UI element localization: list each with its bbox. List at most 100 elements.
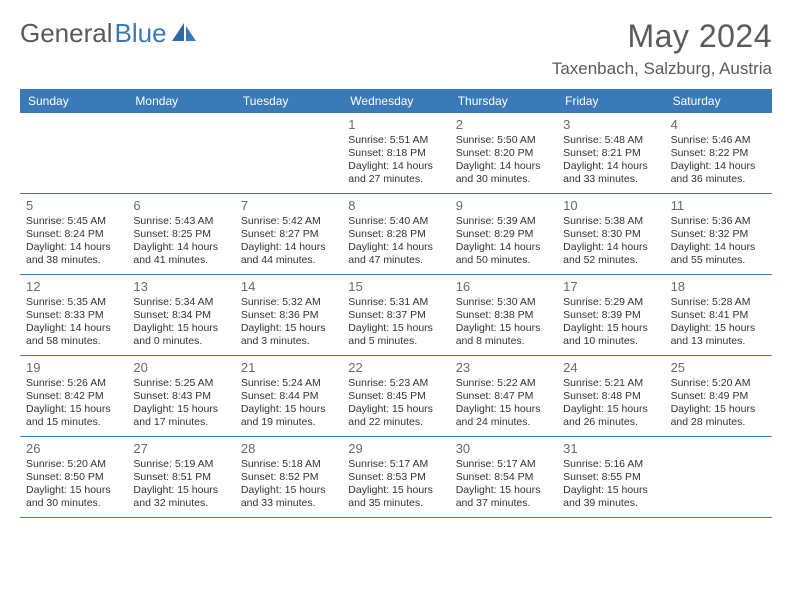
sunrise-line: Sunrise: 5:18 AM bbox=[241, 458, 336, 471]
daylight-line2: and 55 minutes. bbox=[671, 254, 766, 267]
daylight-line1: Daylight: 15 hours bbox=[456, 484, 551, 497]
day-number: 12 bbox=[26, 279, 121, 294]
sunrise-line: Sunrise: 5:42 AM bbox=[241, 215, 336, 228]
daylight-line1: Daylight: 14 hours bbox=[456, 160, 551, 173]
day-number: 18 bbox=[671, 279, 766, 294]
day-number: 15 bbox=[348, 279, 443, 294]
sunset-line: Sunset: 8:36 PM bbox=[241, 309, 336, 322]
day-number: 29 bbox=[348, 441, 443, 456]
sunset-line: Sunset: 8:34 PM bbox=[133, 309, 228, 322]
daylight-line2: and 33 minutes. bbox=[563, 173, 658, 186]
daylight-line1: Daylight: 15 hours bbox=[133, 403, 228, 416]
day-number: 11 bbox=[671, 198, 766, 213]
day-cell: 31Sunrise: 5:16 AMSunset: 8:55 PMDayligh… bbox=[557, 437, 664, 517]
daylight-line2: and 28 minutes. bbox=[671, 416, 766, 429]
sunset-line: Sunset: 8:47 PM bbox=[456, 390, 551, 403]
day-cell: 2Sunrise: 5:50 AMSunset: 8:20 PMDaylight… bbox=[450, 113, 557, 193]
weekday-header: Sunday bbox=[20, 89, 127, 113]
day-cell: 4Sunrise: 5:46 AMSunset: 8:22 PMDaylight… bbox=[665, 113, 772, 193]
day-number: 5 bbox=[26, 198, 121, 213]
day-cell bbox=[665, 437, 772, 517]
daylight-line2: and 30 minutes. bbox=[26, 497, 121, 510]
sunset-line: Sunset: 8:20 PM bbox=[456, 147, 551, 160]
weekday-header: Monday bbox=[127, 89, 234, 113]
sunset-line: Sunset: 8:32 PM bbox=[671, 228, 766, 241]
daylight-line2: and 24 minutes. bbox=[456, 416, 551, 429]
sunrise-line: Sunrise: 5:28 AM bbox=[671, 296, 766, 309]
daylight-line2: and 36 minutes. bbox=[671, 173, 766, 186]
daylight-line2: and 5 minutes. bbox=[348, 335, 443, 348]
sunset-line: Sunset: 8:41 PM bbox=[671, 309, 766, 322]
sunset-line: Sunset: 8:18 PM bbox=[348, 147, 443, 160]
day-cell: 18Sunrise: 5:28 AMSunset: 8:41 PMDayligh… bbox=[665, 275, 772, 355]
daylight-line1: Daylight: 15 hours bbox=[241, 403, 336, 416]
weekday-header: Friday bbox=[557, 89, 664, 113]
daylight-line1: Daylight: 15 hours bbox=[563, 403, 658, 416]
day-number: 28 bbox=[241, 441, 336, 456]
sunset-line: Sunset: 8:42 PM bbox=[26, 390, 121, 403]
sunset-line: Sunset: 8:38 PM bbox=[456, 309, 551, 322]
sunrise-line: Sunrise: 5:30 AM bbox=[456, 296, 551, 309]
week-row: 26Sunrise: 5:20 AMSunset: 8:50 PMDayligh… bbox=[20, 437, 772, 518]
daylight-line1: Daylight: 15 hours bbox=[671, 403, 766, 416]
sunrise-line: Sunrise: 5:16 AM bbox=[563, 458, 658, 471]
daylight-line2: and 0 minutes. bbox=[133, 335, 228, 348]
daylight-line1: Daylight: 15 hours bbox=[456, 403, 551, 416]
sunset-line: Sunset: 8:28 PM bbox=[348, 228, 443, 241]
sunset-line: Sunset: 8:55 PM bbox=[563, 471, 658, 484]
weekday-header: Saturday bbox=[665, 89, 772, 113]
daylight-line1: Daylight: 14 hours bbox=[563, 160, 658, 173]
sunrise-line: Sunrise: 5:17 AM bbox=[456, 458, 551, 471]
sail-icon bbox=[169, 18, 197, 49]
day-number: 21 bbox=[241, 360, 336, 375]
day-cell: 8Sunrise: 5:40 AMSunset: 8:28 PMDaylight… bbox=[342, 194, 449, 274]
day-cell: 26Sunrise: 5:20 AMSunset: 8:50 PMDayligh… bbox=[20, 437, 127, 517]
weekday-header: Thursday bbox=[450, 89, 557, 113]
day-cell: 30Sunrise: 5:17 AMSunset: 8:54 PMDayligh… bbox=[450, 437, 557, 517]
sunset-line: Sunset: 8:37 PM bbox=[348, 309, 443, 322]
daylight-line1: Daylight: 15 hours bbox=[456, 322, 551, 335]
day-cell: 12Sunrise: 5:35 AMSunset: 8:33 PMDayligh… bbox=[20, 275, 127, 355]
sunrise-line: Sunrise: 5:20 AM bbox=[671, 377, 766, 390]
daylight-line2: and 8 minutes. bbox=[456, 335, 551, 348]
day-cell: 5Sunrise: 5:45 AMSunset: 8:24 PMDaylight… bbox=[20, 194, 127, 274]
sunset-line: Sunset: 8:53 PM bbox=[348, 471, 443, 484]
sunrise-line: Sunrise: 5:39 AM bbox=[456, 215, 551, 228]
calendar-page: GeneralBlue May 2024 Taxenbach, Salzburg… bbox=[0, 0, 792, 528]
day-number: 16 bbox=[456, 279, 551, 294]
sunrise-line: Sunrise: 5:21 AM bbox=[563, 377, 658, 390]
sunrise-line: Sunrise: 5:43 AM bbox=[133, 215, 228, 228]
day-number: 19 bbox=[26, 360, 121, 375]
sunrise-line: Sunrise: 5:25 AM bbox=[133, 377, 228, 390]
location-text: Taxenbach, Salzburg, Austria bbox=[552, 59, 772, 79]
day-cell: 19Sunrise: 5:26 AMSunset: 8:42 PMDayligh… bbox=[20, 356, 127, 436]
daylight-line2: and 22 minutes. bbox=[348, 416, 443, 429]
daylight-line2: and 38 minutes. bbox=[26, 254, 121, 267]
daylight-line1: Daylight: 14 hours bbox=[671, 160, 766, 173]
day-number: 24 bbox=[563, 360, 658, 375]
sunset-line: Sunset: 8:50 PM bbox=[26, 471, 121, 484]
sunset-line: Sunset: 8:39 PM bbox=[563, 309, 658, 322]
daylight-line2: and 10 minutes. bbox=[563, 335, 658, 348]
sunset-line: Sunset: 8:33 PM bbox=[26, 309, 121, 322]
day-cell: 21Sunrise: 5:24 AMSunset: 8:44 PMDayligh… bbox=[235, 356, 342, 436]
daylight-line1: Daylight: 15 hours bbox=[26, 484, 121, 497]
sunset-line: Sunset: 8:29 PM bbox=[456, 228, 551, 241]
day-cell: 7Sunrise: 5:42 AMSunset: 8:27 PMDaylight… bbox=[235, 194, 342, 274]
sunrise-line: Sunrise: 5:22 AM bbox=[456, 377, 551, 390]
daylight-line1: Daylight: 15 hours bbox=[241, 322, 336, 335]
day-number: 8 bbox=[348, 198, 443, 213]
daylight-line1: Daylight: 14 hours bbox=[133, 241, 228, 254]
sunset-line: Sunset: 8:27 PM bbox=[241, 228, 336, 241]
day-number: 22 bbox=[348, 360, 443, 375]
sunrise-line: Sunrise: 5:48 AM bbox=[563, 134, 658, 147]
daylight-line2: and 15 minutes. bbox=[26, 416, 121, 429]
weekday-header-row: Sunday Monday Tuesday Wednesday Thursday… bbox=[20, 89, 772, 113]
daylight-line2: and 3 minutes. bbox=[241, 335, 336, 348]
day-cell: 22Sunrise: 5:23 AMSunset: 8:45 PMDayligh… bbox=[342, 356, 449, 436]
sunset-line: Sunset: 8:52 PM bbox=[241, 471, 336, 484]
day-cell: 28Sunrise: 5:18 AMSunset: 8:52 PMDayligh… bbox=[235, 437, 342, 517]
daylight-line1: Daylight: 14 hours bbox=[456, 241, 551, 254]
weekday-header: Tuesday bbox=[235, 89, 342, 113]
weekday-header: Wednesday bbox=[342, 89, 449, 113]
